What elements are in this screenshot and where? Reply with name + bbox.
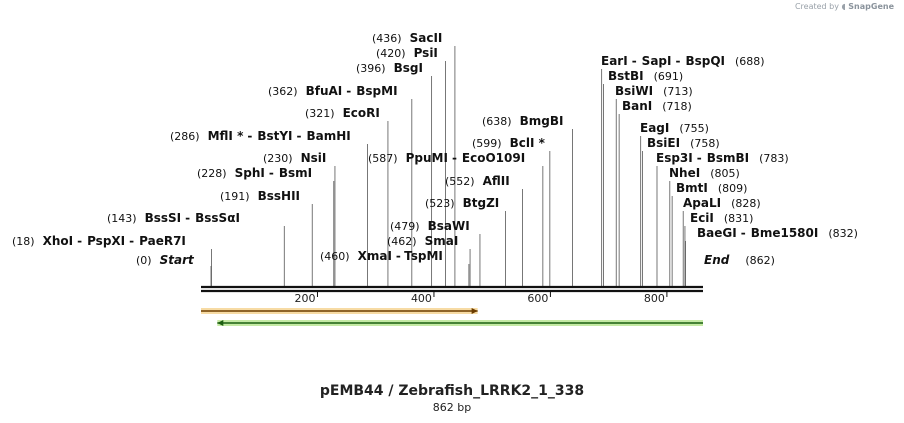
site-label-587: (587) PpuMI - EcoO109I bbox=[368, 151, 525, 165]
site-label-143: (143) BssSI - BssSαI bbox=[107, 211, 240, 225]
site-label-523: (523) BtgZI bbox=[425, 196, 499, 210]
site-leader-lines bbox=[210, 46, 686, 286]
site-label-191: (191) BssHII bbox=[220, 189, 300, 203]
site-label-286: (286) MflI * - BstYI - BamHI bbox=[170, 129, 351, 143]
snapgene-credit: Created by ◖ SnapGene bbox=[795, 2, 894, 11]
site-label-638: (638) BmgBI bbox=[482, 114, 563, 128]
start-label: (0) Start bbox=[136, 253, 195, 267]
site-label-691: BstBI (691) bbox=[608, 69, 683, 83]
feature-arrows bbox=[201, 308, 703, 326]
site-label-805: NheI (805) bbox=[669, 166, 740, 180]
site-label-713: BsiWI (713) bbox=[615, 84, 693, 98]
site-label-832: BaeGI - Bme1580I (832) bbox=[697, 226, 858, 240]
feature-arrow-2[interactable] bbox=[217, 320, 703, 326]
site-label-755: EagI (755) bbox=[640, 121, 709, 135]
snapgene-logo-icon: ◖ bbox=[841, 2, 846, 11]
site-label-230: (230) NsiI bbox=[263, 151, 326, 165]
site-label-783: Esp3I - BsmBI (783) bbox=[656, 151, 789, 165]
site-label-460: (460) XmaI - TspMI bbox=[320, 249, 443, 263]
map-length: 862 bp bbox=[432, 401, 472, 414]
site-label-228: (228) SphI - BsmI bbox=[197, 166, 312, 180]
site-label-552: (552) AflII bbox=[445, 174, 510, 188]
tick-label-800: 800 bbox=[644, 292, 665, 305]
site-label-462: (462) SmaI bbox=[387, 234, 458, 248]
ruler-ticks: 200 400 600 800 bbox=[294, 291, 668, 305]
site-label-321: (321) EcoRI bbox=[305, 106, 380, 120]
site-label-436: (436) SacII bbox=[372, 31, 442, 45]
site-label-828: ApaLI (828) bbox=[683, 196, 761, 210]
site-label-831: EciI (831) bbox=[690, 211, 753, 225]
site-label-396: (396) BsgI bbox=[356, 61, 423, 75]
site-label-688: EarI - SapI - BspQI (688) bbox=[601, 54, 765, 68]
site-label-362: (362) BfuAI - BspMI bbox=[268, 84, 398, 98]
tick-label-400: 400 bbox=[411, 292, 432, 305]
site-label-718: BanI (718) bbox=[622, 99, 692, 113]
site-label-18: (18) XhoI - PspXI - PaeR7I bbox=[12, 234, 186, 248]
site-label-420: (420) PsiI bbox=[376, 46, 438, 60]
site-labels: (18) XhoI - PspXI - PaeR7I (143) BssSI - BssSαI (1… bbox=[12, 31, 858, 267]
credit-prefix: Created by bbox=[794, 2, 839, 11]
credit-brand: SnapGene bbox=[848, 2, 894, 11]
feature-arrow-1[interactable] bbox=[201, 308, 478, 314]
site-label-758: BsiEI (758) bbox=[647, 136, 720, 150]
end-label: End (862) bbox=[704, 253, 775, 267]
tick-label-600: 600 bbox=[527, 292, 548, 305]
site-label-599: (599) BclI * bbox=[472, 136, 546, 150]
site-label-479: (479) BsaWI bbox=[390, 219, 470, 233]
dna-backbone bbox=[201, 285, 703, 293]
tick-label-200: 200 bbox=[294, 292, 315, 305]
site-label-809: BmtI (809) bbox=[676, 181, 747, 195]
map-title: pEMB44 / Zebrafish_LRRK2_1_338 bbox=[319, 383, 585, 399]
